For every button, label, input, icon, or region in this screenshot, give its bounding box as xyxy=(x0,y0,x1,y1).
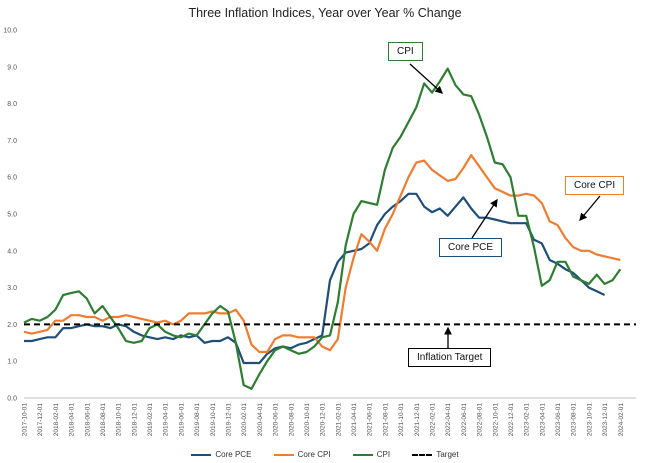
legend-label-cpi: CPI xyxy=(376,450,391,459)
chart-title: Three Inflation Indices, Year over Year … xyxy=(188,6,462,20)
x-tick-label: 2017-12-01 xyxy=(37,403,44,437)
x-tick-label: 2021-12-01 xyxy=(414,403,421,437)
core-cpi-arrow xyxy=(579,195,601,221)
legend-label-core-pce: Core PCE xyxy=(215,450,252,459)
x-tick-label: 2018-10-01 xyxy=(116,403,123,437)
x-tick-label: 2018-06-01 xyxy=(84,403,91,437)
legend-item-core-cpi: Core CPI xyxy=(273,450,331,459)
x-tick-label: 2019-04-01 xyxy=(163,403,170,437)
y-tick-label: 2.0 xyxy=(7,322,17,329)
x-tick-labels: 2017-10-01 2017-12-01 2018-02-01 2018-04-01… xyxy=(22,403,625,437)
x-tick-label: 2018-12-01 xyxy=(131,403,138,437)
x-tick-label: 2022-04-01 xyxy=(445,403,452,437)
x-tick-label: 2018-08-01 xyxy=(100,403,107,437)
annotation-arrows xyxy=(409,63,601,348)
x-tick-label: 2022-10-01 xyxy=(492,403,499,437)
x-tick-label: 2023-10-01 xyxy=(586,403,593,437)
x-tick-label: 2019-02-01 xyxy=(147,403,154,437)
y-tick-label: 0.0 xyxy=(7,396,17,403)
x-tick-label: 2024-02-01 xyxy=(618,403,625,437)
y-tick-label: 9.0 xyxy=(7,64,17,71)
x-tick-label: 2022-08-01 xyxy=(477,403,484,437)
x-tick-label: 2020-06-01 xyxy=(273,403,280,437)
legend-label-target: Target xyxy=(436,450,459,459)
x-tick-label: 2023-04-01 xyxy=(539,403,546,437)
legend-item-target: Target xyxy=(412,450,459,459)
chart-legend: Core PCE Core CPI CPI Target xyxy=(0,450,650,459)
legend-swatch-cpi xyxy=(352,453,373,456)
x-tick-label: 2022-02-01 xyxy=(430,403,437,437)
core-pce-annotation: Core PCE xyxy=(439,238,503,257)
x-tick-label: 2021-02-01 xyxy=(335,403,342,437)
y-tick-labels: 0.0 1.0 2.0 3.0 4.0 5.0 6.0 7.0 8.0 9.0 10.0 xyxy=(3,28,17,403)
x-tick-label: 2021-04-01 xyxy=(351,403,358,437)
cpi-annotation: CPI xyxy=(388,42,423,61)
x-tick-label: 2023-02-01 xyxy=(524,403,531,437)
x-tick-label: 2019-06-01 xyxy=(178,403,185,437)
y-tick-label: 5.0 xyxy=(7,212,17,219)
series-line-core-pce xyxy=(24,192,606,365)
x-tick-label: 2018-02-01 xyxy=(53,403,60,437)
legend-swatch-core-pce xyxy=(191,453,212,456)
x-tick-label: 2019-08-01 xyxy=(194,403,201,437)
series-line-core-cpi xyxy=(23,154,621,354)
core-cpi-annotation: Core CPI xyxy=(565,176,625,195)
x-tick-label: 2022-12-01 xyxy=(508,403,515,437)
x-tick-label: 2020-10-01 xyxy=(304,403,311,437)
y-tick-label: 8.0 xyxy=(7,101,17,108)
y-tick-label: 1.0 xyxy=(7,359,17,366)
x-tick-label: 2023-06-01 xyxy=(555,403,562,437)
series-line-cpi xyxy=(23,67,622,390)
legend-item-cpi: CPI xyxy=(352,450,391,459)
core-pce-arrow xyxy=(471,198,498,239)
x-tick-label: 2020-12-01 xyxy=(320,403,327,437)
y-tick-label: 4.0 xyxy=(7,248,17,255)
x-tick-label: 2021-06-01 xyxy=(367,403,374,437)
y-tick-label: 6.0 xyxy=(7,175,17,182)
x-tick-label: 2023-08-01 xyxy=(571,403,578,437)
x-tick-label: 2020-04-01 xyxy=(257,403,264,437)
legend-item-core-pce: Core PCE xyxy=(191,450,251,459)
x-tick-label: 2019-12-01 xyxy=(226,403,233,437)
x-tick-label: 2017-10-01 xyxy=(22,403,29,437)
x-tick-label: 2018-04-01 xyxy=(69,403,76,437)
cpi-arrow xyxy=(409,63,443,94)
x-tick-label: 2022-06-01 xyxy=(461,403,468,437)
y-tick-label: 7.0 xyxy=(7,138,17,145)
x-tick-label: 2020-02-01 xyxy=(241,403,248,437)
y-tick-label: 3.0 xyxy=(7,285,17,292)
series-lines xyxy=(23,67,636,390)
x-tick-label: 2021-10-01 xyxy=(398,403,405,437)
x-tick-label: 2021-08-01 xyxy=(382,403,389,437)
y-tick-label: 10.0 xyxy=(3,28,17,35)
x-tick-label: 2023-12-01 xyxy=(602,403,609,437)
x-tick-label: 2019-10-01 xyxy=(210,403,217,437)
legend-label-core-cpi: Core CPI xyxy=(297,450,331,459)
legend-swatch-target xyxy=(412,453,433,456)
inflation-target-annotation: Inflation Target xyxy=(408,348,492,367)
x-tick-label: 2020-08-01 xyxy=(288,403,295,437)
legend-swatch-core-cpi xyxy=(273,453,294,456)
